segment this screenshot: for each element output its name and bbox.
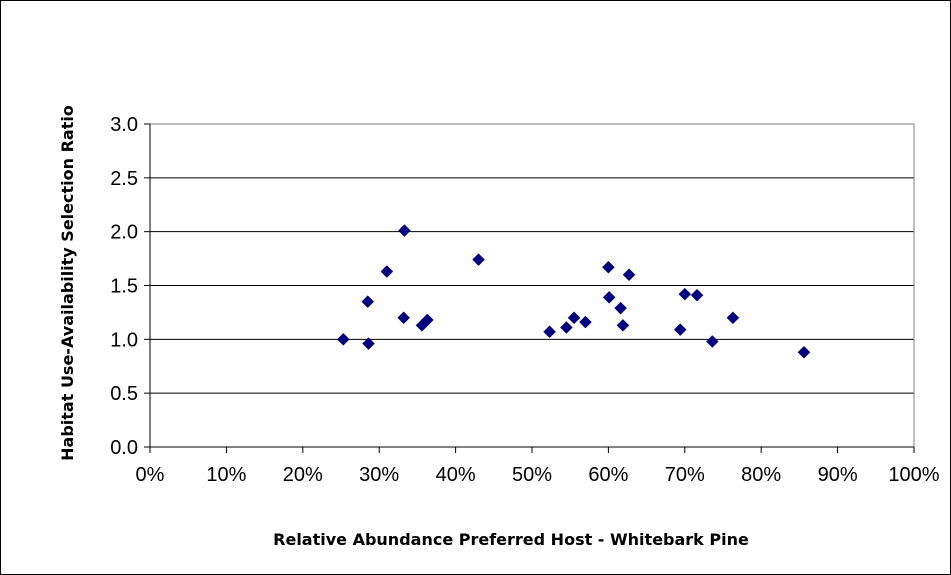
data-point bbox=[579, 315, 592, 329]
x-tick-label: 30% bbox=[359, 464, 399, 486]
data-point bbox=[678, 287, 692, 301]
data-point bbox=[673, 323, 687, 336]
data-point bbox=[420, 313, 434, 327]
data-point bbox=[726, 311, 740, 325]
y-tick-label: 1.5 bbox=[110, 276, 138, 298]
y-tick-label: 3.0 bbox=[110, 114, 138, 136]
x-axis-ticks: 0% 10% 20% 30% 40% 50% 60% 70% 80% 90% 100% bbox=[136, 447, 940, 486]
x-tick-label: 60% bbox=[588, 464, 628, 486]
data-point bbox=[361, 295, 375, 309]
data-point bbox=[797, 345, 811, 359]
data-point bbox=[398, 224, 411, 237]
data-point bbox=[336, 332, 350, 346]
gridlines bbox=[150, 123, 914, 448]
data-point bbox=[690, 288, 704, 302]
x-axis-title: Relative Abundance Preferred Host - Whit… bbox=[273, 530, 749, 549]
x-tick-label: 10% bbox=[206, 464, 246, 486]
y-axis-ticks: 0.0 0.5 1.0 1.5 2.0 2.5 3.0 bbox=[110, 114, 150, 459]
y-tick-label: 2.5 bbox=[110, 168, 138, 190]
y-axis-title: Habitat Use-Availability Selection Ratio bbox=[58, 105, 77, 461]
data-point bbox=[602, 290, 616, 304]
data-point bbox=[602, 260, 615, 274]
data-point bbox=[616, 318, 630, 332]
data-point bbox=[614, 301, 627, 315]
x-tick-label: 50% bbox=[512, 464, 552, 486]
y-tick-label: 0.0 bbox=[110, 437, 138, 459]
data-point bbox=[380, 265, 394, 278]
x-tick-label: 100% bbox=[888, 464, 939, 486]
y-tick-label: 0.5 bbox=[110, 383, 138, 405]
data-point bbox=[705, 335, 719, 348]
data-point bbox=[622, 268, 636, 282]
x-tick-label: 80% bbox=[741, 464, 781, 486]
x-tick-label: 40% bbox=[436, 464, 476, 486]
data-point bbox=[472, 253, 485, 267]
y-tick-label: 1.0 bbox=[110, 329, 138, 351]
x-tick-label: 20% bbox=[283, 464, 323, 486]
x-tick-label: 0% bbox=[136, 464, 165, 486]
y-tick-label: 2.0 bbox=[110, 222, 138, 244]
data-point bbox=[567, 311, 581, 325]
x-tick-label: 90% bbox=[818, 464, 858, 486]
data-point bbox=[397, 311, 411, 325]
data-point bbox=[543, 325, 556, 339]
data-point bbox=[362, 337, 375, 350]
data-points bbox=[336, 224, 811, 359]
data-point bbox=[560, 321, 573, 334]
x-tick-label: 70% bbox=[665, 464, 705, 486]
